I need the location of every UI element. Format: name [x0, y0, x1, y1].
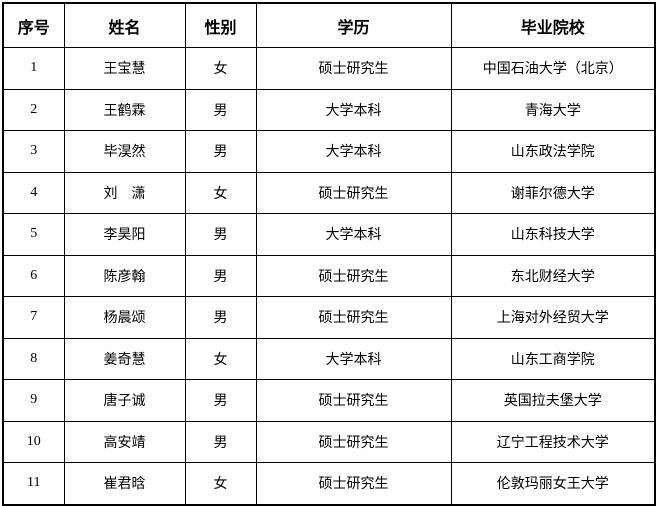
cell-index: 5 [2, 213, 65, 256]
cell-gender: 男 [184, 130, 257, 173]
cell-name: 杨晨颂 [63, 296, 186, 339]
table-row: 6 陈彦翰 男 硕士研究生 东北财经大学 [2, 254, 656, 297]
cell-education: 大学本科 [255, 213, 452, 256]
table-row: 2 王鹤霖 男 大学本科 青海大学 [2, 88, 656, 131]
cell-school: 谢菲尔德大学 [450, 171, 656, 214]
table-row: 9 唐子诚 男 硕士研究生 英国拉夫堡大学 [2, 379, 656, 422]
cell-school: 辽宁工程技术大学 [450, 420, 656, 463]
table-row: 5 李昊阳 男 大学本科 山东科技大学 [2, 213, 656, 256]
cell-name: 毕淏然 [63, 130, 186, 173]
cell-gender: 男 [184, 213, 257, 256]
cell-name: 李昊阳 [63, 213, 186, 256]
cell-index: 10 [2, 420, 65, 463]
cell-index: 7 [2, 296, 65, 339]
table-row: 8 姜奇慧 女 大学本科 山东工商学院 [2, 337, 656, 380]
cell-education: 硕士研究生 [255, 47, 452, 90]
cell-education: 硕士研究生 [255, 254, 452, 297]
cell-name: 陈彦翰 [63, 254, 186, 297]
table-row: 7 杨晨颂 男 硕士研究生 上海对外经贸大学 [2, 296, 656, 339]
cell-index: 2 [2, 88, 65, 131]
cell-name: 王宝慧 [63, 47, 186, 90]
cell-education: 硕士研究生 [255, 171, 452, 214]
cell-gender: 男 [184, 379, 257, 422]
header-row: 序号 姓名 性别 学历 毕业院校 [2, 2, 656, 48]
table-row: 3 毕淏然 男 大学本科 山东政法学院 [2, 130, 656, 173]
cell-education: 硕士研究生 [255, 462, 452, 505]
table-row: 10 高安靖 男 硕士研究生 辽宁工程技术大学 [2, 420, 656, 463]
cell-education: 大学本科 [255, 88, 452, 131]
cell-name: 崔君晗 [63, 462, 186, 505]
column-header-school: 毕业院校 [450, 2, 656, 48]
cell-school: 东北财经大学 [450, 254, 656, 297]
cell-index: 3 [2, 130, 65, 173]
cell-index: 11 [2, 462, 65, 505]
column-header-gender: 性别 [184, 2, 257, 48]
cell-index: 9 [2, 379, 65, 422]
cell-gender: 女 [184, 462, 257, 505]
column-header-name: 姓名 [63, 2, 186, 48]
cell-gender: 男 [184, 88, 257, 131]
cell-gender: 女 [184, 337, 257, 380]
column-header-education: 学历 [255, 2, 452, 48]
cell-school: 英国拉夫堡大学 [450, 379, 656, 422]
cell-education: 大学本科 [255, 130, 452, 173]
cell-school: 山东科技大学 [450, 213, 656, 256]
cell-gender: 女 [184, 171, 257, 214]
cell-education: 硕士研究生 [255, 379, 452, 422]
cell-school: 上海对外经贸大学 [450, 296, 656, 339]
cell-gender: 女 [184, 47, 257, 90]
table-row: 4 刘 潇 女 硕士研究生 谢菲尔德大学 [2, 171, 656, 214]
cell-name: 唐子诚 [63, 379, 186, 422]
table-body: 1 王宝慧 女 硕士研究生 中国石油大学（北京） 2 王鹤霖 男 大学本科 青海… [2, 47, 656, 505]
cell-index: 8 [2, 337, 65, 380]
cell-index: 6 [2, 254, 65, 297]
cell-education: 硕士研究生 [255, 296, 452, 339]
cell-name: 刘 潇 [63, 171, 186, 214]
cell-gender: 男 [184, 296, 257, 339]
cell-school: 山东政法学院 [450, 130, 656, 173]
cell-index: 1 [2, 47, 65, 90]
cell-name: 姜奇慧 [63, 337, 186, 380]
cell-education: 大学本科 [255, 337, 452, 380]
column-header-index: 序号 [2, 2, 65, 48]
cell-index: 4 [2, 171, 65, 214]
table-row: 11 崔君晗 女 硕士研究生 伦敦玛丽女王大学 [2, 462, 656, 505]
cell-gender: 男 [184, 254, 257, 297]
cell-school: 伦敦玛丽女王大学 [450, 462, 656, 505]
cell-name: 王鹤霖 [63, 88, 186, 131]
cell-school: 山东工商学院 [450, 337, 656, 380]
table-row: 1 王宝慧 女 硕士研究生 中国石油大学（北京） [2, 47, 656, 90]
cell-school: 青海大学 [450, 88, 656, 131]
cell-education: 硕士研究生 [255, 420, 452, 463]
cell-gender: 男 [184, 420, 257, 463]
cell-school: 中国石油大学（北京） [450, 47, 656, 90]
cell-name: 高安靖 [63, 420, 186, 463]
